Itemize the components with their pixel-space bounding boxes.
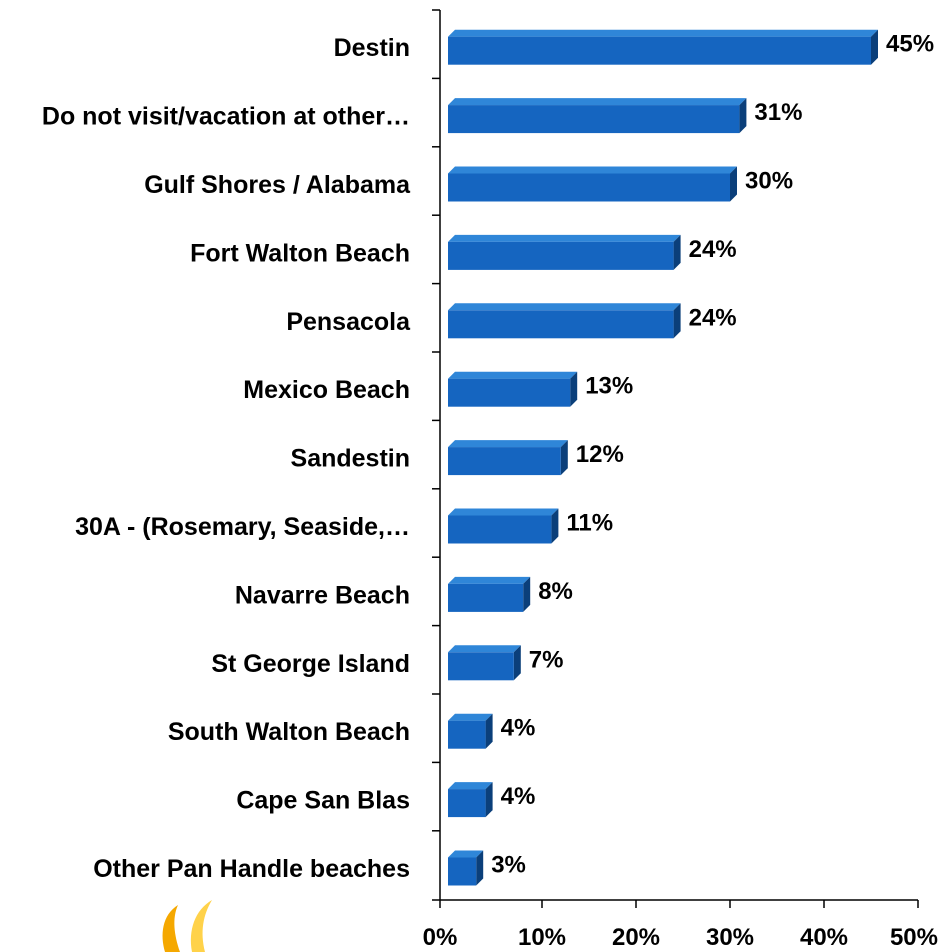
category-label-6: Sandestin <box>291 445 410 473</box>
bar-front-face <box>448 447 561 476</box>
bar-1 <box>448 98 747 134</box>
bar-top-face <box>448 645 521 653</box>
bar-top-face <box>448 782 493 790</box>
category-label-1: Do not visit/vacation at other… <box>42 103 410 131</box>
bar-front-face <box>448 515 552 544</box>
bar-5 <box>448 371 578 407</box>
bar-top-face <box>448 234 681 242</box>
x-tick-label-5: 50% <box>890 924 938 951</box>
bar-side-face <box>476 850 484 886</box>
category-label-2: Gulf Shores / Alabama <box>144 171 411 199</box>
bar-top-face <box>448 98 747 106</box>
bar-top-face <box>448 440 568 448</box>
bar-10 <box>448 713 493 749</box>
value-label-5: 13% <box>585 373 633 400</box>
bar-side-face <box>560 440 568 476</box>
bar-front-face <box>448 789 486 818</box>
bar-top-face <box>448 29 878 37</box>
x-tick-label-4: 40% <box>800 924 848 951</box>
bar-top-face <box>448 508 559 516</box>
bar-side-face <box>513 645 521 681</box>
logo-ray <box>162 905 180 952</box>
bar-0 <box>448 29 878 65</box>
bar-top-face <box>448 166 737 174</box>
bar-side-face <box>523 576 531 612</box>
bar-front-face <box>448 378 571 407</box>
value-label-0: 45% <box>886 31 934 58</box>
bar-12 <box>448 850 484 886</box>
bar-top-face <box>448 576 531 584</box>
category-label-0: Destin <box>334 34 410 62</box>
value-label-7: 11% <box>566 510 613 537</box>
category-label-7: 30A - (Rosemary, Seaside,… <box>75 513 410 541</box>
value-label-10: 4% <box>501 715 536 742</box>
category-label-3: Fort Walton Beach <box>190 239 410 267</box>
category-labels: Destin Do not visit/vacation at other… Gul… <box>42 34 411 883</box>
x-tick-label-2: 20% <box>612 924 660 951</box>
bar-front-face <box>448 720 486 749</box>
bar-7 <box>448 508 559 544</box>
bar-3 <box>448 234 681 270</box>
bar-2 <box>448 166 737 202</box>
bar-side-face <box>673 234 681 270</box>
value-label-4: 24% <box>689 304 737 331</box>
bar-6 <box>448 440 568 476</box>
value-label-11: 4% <box>501 783 536 810</box>
bar-front-face <box>448 652 514 681</box>
bar-8 <box>448 576 531 612</box>
value-label-12: 3% <box>491 852 526 879</box>
category-label-4: Pensacola <box>286 308 411 336</box>
value-label-6: 12% <box>576 441 624 468</box>
bar-11 <box>448 782 493 818</box>
bar-front-face <box>448 241 674 270</box>
category-label-8: Navarre Beach <box>235 581 410 609</box>
value-label-8: 8% <box>538 578 573 605</box>
x-tick-label-0: 0% <box>423 924 458 951</box>
category-label-9: St George Island <box>211 650 410 678</box>
category-label-11: Cape San Blas <box>236 787 410 815</box>
value-label-9: 7% <box>529 646 564 673</box>
sun-logo <box>162 900 212 952</box>
bar-side-face <box>871 29 878 65</box>
value-label-3: 24% <box>689 236 737 263</box>
bar-front-face <box>448 583 524 612</box>
x-tick-label-3: 30% <box>706 924 754 951</box>
bar-front-face <box>448 857 477 886</box>
bar-4 <box>448 303 681 339</box>
value-labels: 45% 31% 30% 24% 24% 13% 12% 11% 8% 7% 4% 4% 3% <box>491 31 934 879</box>
bar-side-face <box>485 782 493 818</box>
axes: 0% 10% 20% 30% 40% 50% <box>423 9 938 951</box>
bar-front-face <box>448 105 740 134</box>
bar-9 <box>448 645 521 681</box>
logo-ray <box>190 900 212 952</box>
value-label-1: 31% <box>754 99 802 126</box>
category-label-5: Mexico Beach <box>243 376 410 404</box>
bar-front-face <box>448 310 674 339</box>
bar-top-face <box>448 850 484 858</box>
bar-top-face <box>448 303 681 311</box>
x-tick-label-1: 10% <box>518 924 566 951</box>
category-label-12: Other Pan Handle beaches <box>93 855 410 883</box>
bars-layer <box>448 29 878 886</box>
bar-front-face <box>448 173 730 202</box>
bar-side-face <box>739 98 747 134</box>
value-label-2: 30% <box>745 168 793 195</box>
bar-top-face <box>448 371 578 379</box>
bar-front-face <box>448 36 871 65</box>
bar-side-face <box>730 166 737 202</box>
bar-top-face <box>448 713 493 721</box>
bar-side-face <box>551 508 559 544</box>
bar-side-face <box>485 713 493 749</box>
category-label-10: South Walton Beach <box>168 718 410 746</box>
bar-side-face <box>570 371 578 407</box>
bar-side-face <box>673 303 681 339</box>
